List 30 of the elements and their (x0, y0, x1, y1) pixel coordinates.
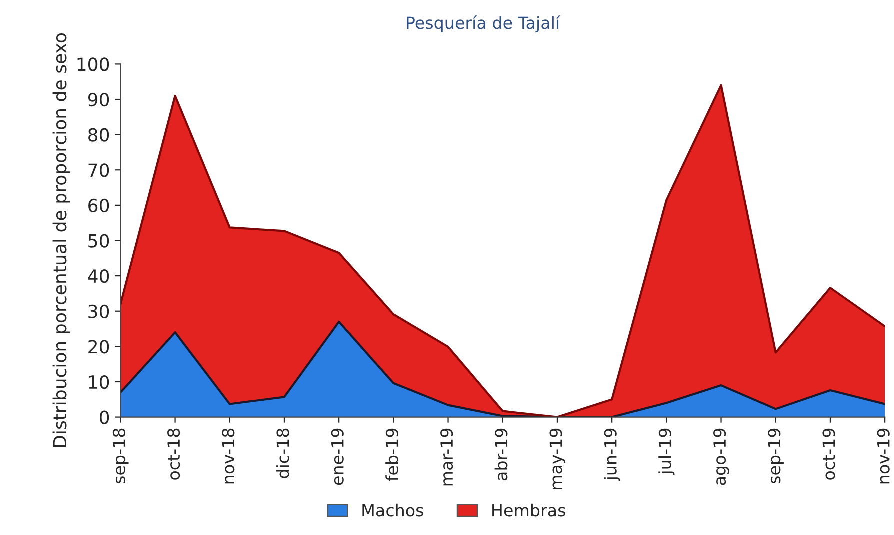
legend-label: Machos (362, 504, 424, 517)
x-tick-label: sep-18 (112, 428, 129, 484)
x-tick-label: sep-19 (768, 428, 784, 484)
y-tick-label: 100 (78, 58, 110, 72)
x-tick-label: mar-19 (440, 428, 454, 486)
x-tick-label: dic-18 (276, 428, 290, 478)
y-tick-label: 70 (88, 164, 110, 178)
y-axis-title: Distribucion porcentual de proporcion de sexo (52, 34, 70, 448)
y-tick-label: 10 (89, 375, 110, 390)
x-tick-label: nov-18 (222, 428, 235, 484)
x-tick-label: abr-19 (494, 428, 508, 481)
y-tick-label: 90 (88, 92, 110, 107)
x-tick-label: oct-18 (168, 428, 180, 480)
y-tick-label: 20 (88, 340, 110, 354)
y-tick-label: 0 (100, 410, 110, 424)
x-tick-label: jul-19 (658, 428, 675, 476)
x-tick-label: nov-19 (877, 428, 890, 484)
x-tick-label: ago-19 (713, 428, 730, 486)
x-tick-label: jun-19 (604, 428, 620, 481)
y-tick-label: 30 (88, 304, 110, 318)
x-tick-label: oct-19 (822, 428, 836, 480)
x-tick-label: may-19 (550, 428, 566, 490)
y-tick-label: 40 (88, 270, 110, 284)
x-tick-label: feb-19 (386, 428, 399, 482)
x-tick-label: ene-19 (331, 428, 344, 486)
y-tick-label: 50 (88, 234, 110, 248)
chart-title: Pesquería de Tajalí (407, 16, 561, 32)
legend-label: Hembras (492, 504, 566, 517)
y-tick-label: 80 (88, 128, 110, 142)
y-tick-label: 60 (88, 198, 110, 213)
